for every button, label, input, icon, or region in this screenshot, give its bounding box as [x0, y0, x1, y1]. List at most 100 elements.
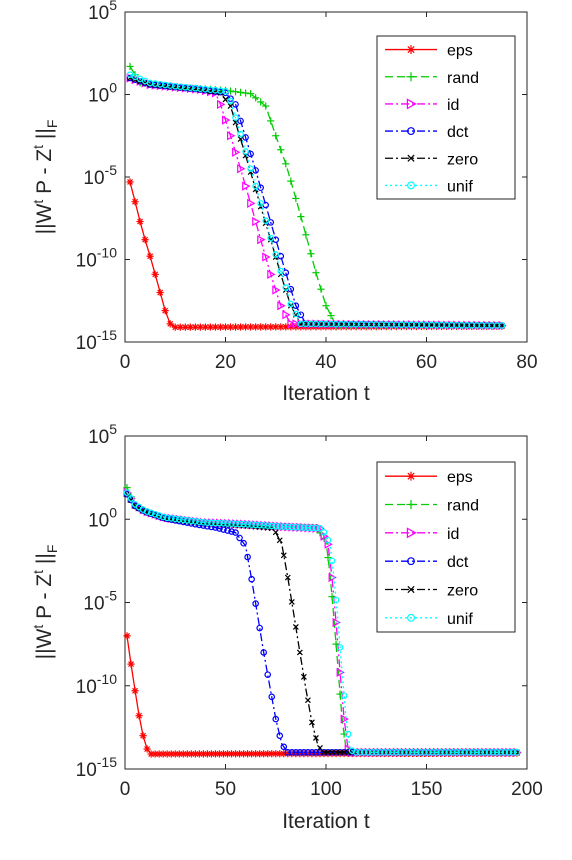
series-point-unif — [227, 97, 234, 105]
series-point-unif — [288, 523, 296, 531]
series-point-unif — [267, 234, 275, 242]
series-point-unif — [252, 521, 259, 529]
series-point-unif — [501, 749, 509, 756]
series-point-unif — [469, 749, 477, 756]
series-point-unif — [175, 516, 183, 523]
series-point-dct — [227, 95, 234, 102]
series-point-zero — [232, 119, 239, 126]
axis-ticks-top: 0 20 40 60 80 105 100 10-5 10-10 10-15 — [76, 0, 538, 373]
series-point-unif — [437, 749, 444, 756]
series-point-dct — [316, 749, 324, 756]
x-tick-label: 0 — [120, 779, 131, 800]
series-point-rand — [242, 89, 250, 97]
y-axis-label-top: ||Wt P - Zt ||F — [30, 120, 60, 235]
series-point-rand — [292, 194, 300, 203]
series-point-rand — [247, 90, 255, 98]
series-line-unif — [129, 74, 502, 327]
series-point-eps — [143, 745, 151, 753]
series-point-eps — [272, 323, 280, 331]
y-tick-label: 10-10 — [76, 671, 118, 698]
series-point-zero — [288, 599, 295, 605]
legend-marker-zero — [407, 154, 415, 162]
series-point-rand — [231, 88, 240, 96]
series-point-unif — [481, 749, 489, 756]
legend-label-unif: unif — [447, 178, 473, 195]
series-point-unif — [257, 200, 264, 207]
series-point-rand — [287, 177, 295, 185]
series-point-unif — [240, 520, 247, 528]
series-point-rand — [307, 250, 315, 258]
series-point-eps — [131, 198, 139, 206]
series-point-unif — [417, 749, 424, 756]
legend-marker-dct — [407, 127, 415, 136]
series-point-eps — [126, 178, 134, 186]
series-line-unif — [126, 492, 517, 753]
y-tick-label: 100 — [88, 504, 117, 531]
legend-label-unif: unif — [447, 611, 473, 628]
series-point-rand — [126, 62, 134, 71]
series-point-id — [262, 252, 271, 262]
series-point-unif — [376, 749, 384, 756]
series-point-unif — [228, 520, 235, 527]
series-point-unif — [368, 749, 376, 756]
series-point-unif — [276, 523, 284, 530]
series-point-unif — [397, 749, 404, 756]
series-point-unif — [356, 749, 364, 756]
series-point-zero — [300, 673, 307, 680]
series-point-unif — [505, 749, 513, 756]
series-point-zero — [284, 574, 291, 581]
series-point-unif — [272, 522, 280, 530]
series-point-rand — [277, 146, 285, 154]
y-tick-label: 10-15 — [76, 327, 118, 354]
legend-label-rand: rand — [447, 498, 479, 515]
series-point-rand — [257, 98, 265, 106]
series-point-zero — [296, 649, 303, 656]
series-point-unif — [445, 749, 452, 756]
series-point-dct — [288, 749, 296, 756]
series-point-rand — [282, 160, 290, 168]
chart-marks-top — [126, 62, 507, 331]
legend-label-id: id — [447, 526, 459, 543]
series-point-eps — [181, 323, 189, 331]
series-point-unif — [304, 524, 312, 532]
series-point-unif — [385, 749, 392, 756]
series-point-unif — [151, 510, 159, 518]
series-point-unif — [380, 749, 388, 756]
series-point-unif — [247, 165, 254, 173]
series-point-id — [252, 216, 261, 227]
series-point-eps — [146, 252, 154, 260]
series-point-dct — [344, 749, 352, 756]
legend-marker-unif — [407, 613, 415, 622]
series-point-zero — [308, 719, 315, 726]
series-point-eps — [231, 323, 240, 331]
series-point-unif — [433, 749, 440, 756]
series-point-unif — [497, 749, 505, 756]
series-point-dct — [228, 528, 235, 535]
series-point-id — [277, 301, 286, 311]
series-point-rand — [328, 593, 336, 601]
series-point-unif — [184, 517, 191, 524]
series-point-id — [340, 714, 349, 724]
series-point-unif — [300, 524, 308, 531]
series-point-unif — [320, 529, 328, 536]
series-point-unif — [312, 524, 320, 532]
series-point-unif — [147, 509, 155, 517]
series-point-unif — [167, 515, 175, 522]
series-point-unif — [143, 508, 151, 515]
series-point-dct — [268, 693, 276, 701]
series-point-dct — [252, 600, 259, 607]
series-point-dct — [264, 671, 272, 678]
legend-label-dct: dct — [447, 554, 469, 571]
series-point-rand — [317, 285, 325, 293]
series-point-unif — [441, 749, 448, 756]
series-point-unif — [308, 524, 316, 532]
series-point-zero — [222, 96, 229, 103]
series-point-unif — [256, 521, 263, 529]
figure: 0 20 40 60 80 105 100 10-5 10-10 10-15 eps rand id d… — [30, 0, 543, 833]
series-point-unif — [237, 130, 244, 138]
series-point-eps — [127, 660, 135, 668]
series-point-unif — [344, 730, 352, 738]
series-point-eps — [131, 687, 139, 695]
x-axis-label-top: Iteration t — [282, 382, 370, 405]
series-point-dct — [224, 527, 231, 534]
